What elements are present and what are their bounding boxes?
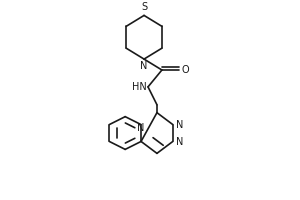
Text: N: N <box>176 120 183 130</box>
Text: N: N <box>140 61 148 71</box>
Text: N: N <box>137 123 145 133</box>
Text: N: N <box>176 137 183 147</box>
Text: HN: HN <box>132 82 147 92</box>
Text: S: S <box>141 2 147 12</box>
Text: O: O <box>181 65 189 75</box>
